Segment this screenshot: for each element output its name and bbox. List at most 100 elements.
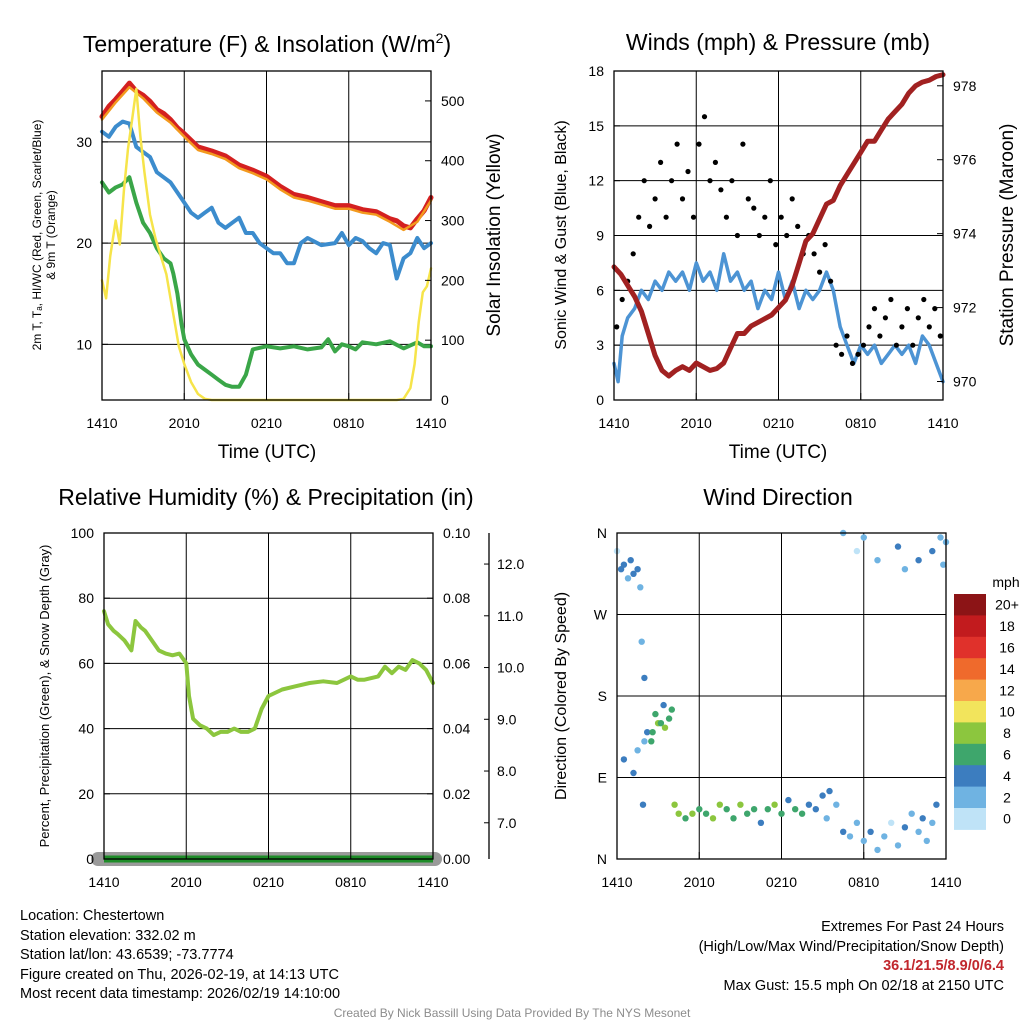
temperature-ylabel-right: Solar Insolation (Yellow) — [484, 133, 505, 336]
x-tick-label: 1410 — [927, 415, 958, 431]
gust-point — [614, 324, 620, 330]
gust-point — [690, 214, 697, 220]
direction-point — [641, 738, 648, 745]
direction-point — [696, 806, 703, 813]
gust-point — [860, 342, 867, 348]
wind-direction-panel: Wind Direction 1410 2010 0210 0810 1410 NESW… — [553, 484, 1020, 890]
series-sonic-wind — [612, 252, 945, 384]
gust-point — [619, 296, 625, 303]
temperature-right-ticks: 0 100 200 300 400 500 — [425, 93, 465, 408]
direction-point — [737, 801, 744, 808]
legend-swatch — [954, 636, 986, 659]
extremes-subtitle: (High/Low/Max Wind/Precipitation/Snow De… — [698, 938, 1004, 955]
direction-point — [901, 824, 909, 831]
direction-point — [668, 706, 675, 713]
gust-point — [685, 168, 691, 175]
gust-point — [652, 196, 658, 202]
direction-point — [641, 674, 648, 682]
snow-depth-axis: 7.0 8.0 9.0 10.0 11.0 12.0 — [484, 533, 524, 859]
legend-label: 4 — [1003, 768, 1011, 784]
precip-tick-label: 0.10 — [443, 525, 470, 541]
legend-label: 16 — [999, 640, 1015, 656]
legend-label: 12 — [999, 682, 1015, 698]
winds-xlabel: Time (UTC) — [729, 442, 828, 463]
direction-point — [919, 815, 926, 822]
y-tick-label: 80 — [78, 590, 94, 606]
direction-point — [933, 801, 940, 808]
y-right-tick-label: 400 — [441, 153, 465, 169]
gust-point — [669, 178, 675, 184]
humidity-ylabel: Percent, Precipitation (Green), & Snow D… — [37, 545, 52, 848]
precipitation-axis: 0.00 0.02 0.04 0.06 0.08 0.10 — [427, 525, 470, 867]
gust-point — [745, 196, 751, 202]
gust-point — [636, 214, 642, 220]
gust-point — [844, 333, 850, 339]
gust-point — [778, 214, 784, 220]
gust-point — [789, 196, 795, 202]
temperature-series — [99, 80, 434, 402]
gust-point — [679, 196, 686, 202]
humidity-x-ticks: 1410 2010 0210 0810 1410 — [88, 852, 449, 890]
winds-ylabel-right: Station Pressure (Maroon) — [997, 124, 1018, 347]
gust-point — [866, 324, 872, 330]
humidity-y-ticks: 0 20 40 60 80 100 — [71, 525, 110, 867]
gust-point — [723, 214, 730, 220]
legend-label: 18 — [999, 618, 1015, 634]
gust-point — [718, 187, 724, 193]
direction-point — [867, 828, 874, 835]
direction-point — [716, 801, 723, 808]
y-tick-label: 6 — [596, 282, 604, 298]
y-right-tick-label: 970 — [953, 374, 977, 390]
x-tick-label: 1410 — [88, 874, 119, 890]
temperature-xlabel: Time (UTC) — [218, 442, 317, 463]
legend-swatch — [954, 594, 986, 616]
legend-swatch — [954, 786, 986, 809]
gust-point — [877, 333, 883, 339]
gust-point — [641, 178, 647, 184]
snow-tick-label: 12.0 — [497, 556, 524, 572]
gust-point — [871, 306, 878, 312]
station-info: Location: Chestertown Station elevation:… — [20, 907, 340, 1005]
y-tick-label: E — [598, 770, 607, 786]
y-tick-label: 15 — [588, 118, 604, 134]
precip-tick-label: 0.04 — [443, 721, 470, 737]
gust-point — [762, 214, 768, 220]
x-tick-label: 0210 — [253, 874, 284, 890]
wind-direction-y-ticks: N E S W N — [594, 525, 623, 867]
y-tick-label: 100 — [71, 525, 95, 541]
gust-point — [888, 296, 894, 303]
gust-point — [784, 232, 790, 239]
direction-point — [644, 729, 651, 736]
direction-point — [671, 801, 678, 808]
x-tick-label: 0210 — [766, 874, 797, 890]
direction-point — [689, 810, 696, 817]
direction-point — [833, 801, 840, 808]
y-right-tick-label: 500 — [441, 93, 465, 109]
legend-label: 20+ — [995, 597, 1019, 613]
legend-swatch — [954, 615, 986, 638]
legend-swatch — [954, 743, 986, 766]
direction-point — [894, 543, 902, 550]
winds-panel: Winds (mph) & Pressure (mb) 1410 2010 0210… — [553, 29, 1018, 463]
gust-point — [696, 141, 702, 147]
series-relative-humidity — [102, 609, 435, 738]
direction-point — [778, 810, 785, 817]
y-tick-label: S — [598, 688, 607, 704]
y-right-tick-label: 976 — [953, 152, 977, 168]
precip-tick-label: 0.08 — [443, 590, 470, 606]
direction-point — [638, 638, 645, 645]
temperature-panel: Temperature (F) & Insolation (W/m2) 1410… — [30, 30, 505, 463]
direction-point — [915, 828, 922, 835]
direction-point — [805, 801, 813, 808]
gust-point — [915, 315, 921, 321]
gust-point — [729, 178, 735, 184]
y-tick-label: 60 — [78, 655, 94, 671]
series-station-pressure — [611, 72, 946, 379]
legend-swatch — [954, 722, 986, 745]
wind-direction-x-ticks: 1410 2010 0210 0810 1410 — [601, 852, 962, 890]
wind-direction-grid — [617, 533, 946, 859]
gust-point — [904, 306, 911, 312]
direction-point — [937, 534, 944, 541]
gust-point — [822, 242, 828, 248]
direction-point — [652, 710, 659, 718]
